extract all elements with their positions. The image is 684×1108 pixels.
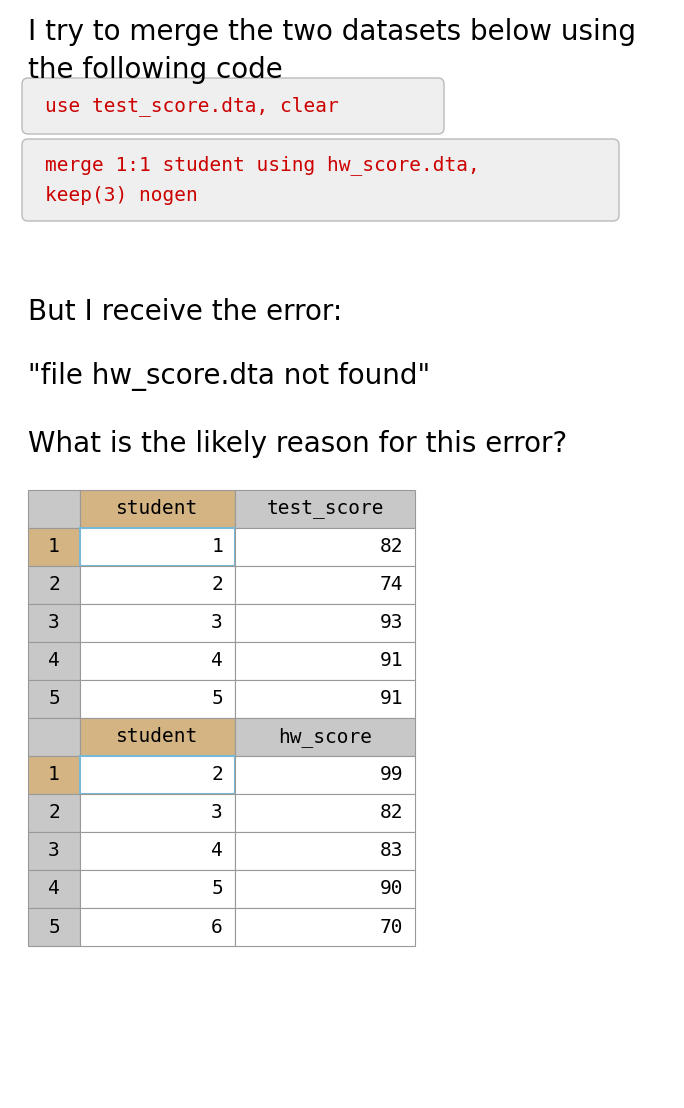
Text: student: student xyxy=(116,728,198,747)
Text: 1: 1 xyxy=(48,766,60,784)
Text: I try to merge the two datasets below using: I try to merge the two datasets below us… xyxy=(28,18,636,47)
Text: 2: 2 xyxy=(48,803,60,822)
Text: But I receive the error:: But I receive the error: xyxy=(28,298,342,326)
Text: What is the likely reason for this error?: What is the likely reason for this error… xyxy=(28,430,567,458)
Text: student: student xyxy=(116,500,198,519)
Bar xyxy=(235,832,415,870)
Text: 74: 74 xyxy=(380,575,403,595)
Bar xyxy=(235,566,415,604)
Bar xyxy=(80,680,235,718)
FancyBboxPatch shape xyxy=(22,78,444,134)
Bar xyxy=(80,832,235,870)
Text: hw_score: hw_score xyxy=(278,727,372,747)
Bar xyxy=(28,718,80,756)
Text: 3: 3 xyxy=(211,803,223,822)
Text: 91: 91 xyxy=(380,689,403,708)
Text: 83: 83 xyxy=(380,841,403,861)
Bar xyxy=(235,907,415,946)
Text: merge 1:1 student using hw_score.dta,: merge 1:1 student using hw_score.dta, xyxy=(45,155,479,175)
Bar xyxy=(28,566,80,604)
Bar xyxy=(235,718,415,756)
Bar xyxy=(80,756,235,794)
Bar xyxy=(80,490,235,529)
Text: keep(3) nogen: keep(3) nogen xyxy=(45,186,198,205)
Bar xyxy=(80,529,235,566)
Text: 6: 6 xyxy=(211,917,223,936)
Bar xyxy=(80,794,235,832)
FancyBboxPatch shape xyxy=(22,138,619,220)
Bar xyxy=(28,680,80,718)
Text: 4: 4 xyxy=(211,652,223,670)
Text: 4: 4 xyxy=(211,841,223,861)
Bar xyxy=(235,642,415,680)
Bar xyxy=(80,642,235,680)
Text: 2: 2 xyxy=(211,766,223,784)
Bar xyxy=(80,718,235,756)
Bar xyxy=(80,566,235,604)
Text: test_score: test_score xyxy=(266,500,384,519)
Bar xyxy=(235,490,415,529)
Text: 3: 3 xyxy=(48,841,60,861)
Text: 5: 5 xyxy=(48,689,60,708)
Text: 1: 1 xyxy=(211,537,223,556)
Text: 3: 3 xyxy=(211,614,223,633)
Bar xyxy=(28,642,80,680)
Bar xyxy=(235,756,415,794)
Text: 90: 90 xyxy=(380,880,403,899)
Bar xyxy=(235,604,415,642)
Bar xyxy=(28,907,80,946)
Bar xyxy=(28,832,80,870)
Text: "file hw_score.dta not found": "file hw_score.dta not found" xyxy=(28,362,430,391)
Bar xyxy=(235,529,415,566)
Bar xyxy=(28,870,80,907)
Text: 4: 4 xyxy=(48,880,60,899)
Text: use test_score.dta, clear: use test_score.dta, clear xyxy=(45,96,339,116)
Text: 82: 82 xyxy=(380,537,403,556)
Text: 91: 91 xyxy=(380,652,403,670)
Text: 5: 5 xyxy=(211,880,223,899)
Text: 4: 4 xyxy=(48,652,60,670)
Text: 5: 5 xyxy=(211,689,223,708)
Text: 70: 70 xyxy=(380,917,403,936)
Text: 99: 99 xyxy=(380,766,403,784)
Bar xyxy=(28,604,80,642)
Text: 2: 2 xyxy=(48,575,60,595)
Text: 93: 93 xyxy=(380,614,403,633)
Bar xyxy=(235,680,415,718)
Bar xyxy=(80,907,235,946)
Bar xyxy=(80,870,235,907)
Bar xyxy=(28,794,80,832)
Text: the following code: the following code xyxy=(28,57,282,84)
Text: 82: 82 xyxy=(380,803,403,822)
Bar xyxy=(235,870,415,907)
Text: 3: 3 xyxy=(48,614,60,633)
Bar xyxy=(28,490,80,529)
Bar xyxy=(80,604,235,642)
Bar xyxy=(28,529,80,566)
Bar xyxy=(28,756,80,794)
Bar xyxy=(235,794,415,832)
Text: 2: 2 xyxy=(211,575,223,595)
Text: 1: 1 xyxy=(48,537,60,556)
Text: 5: 5 xyxy=(48,917,60,936)
